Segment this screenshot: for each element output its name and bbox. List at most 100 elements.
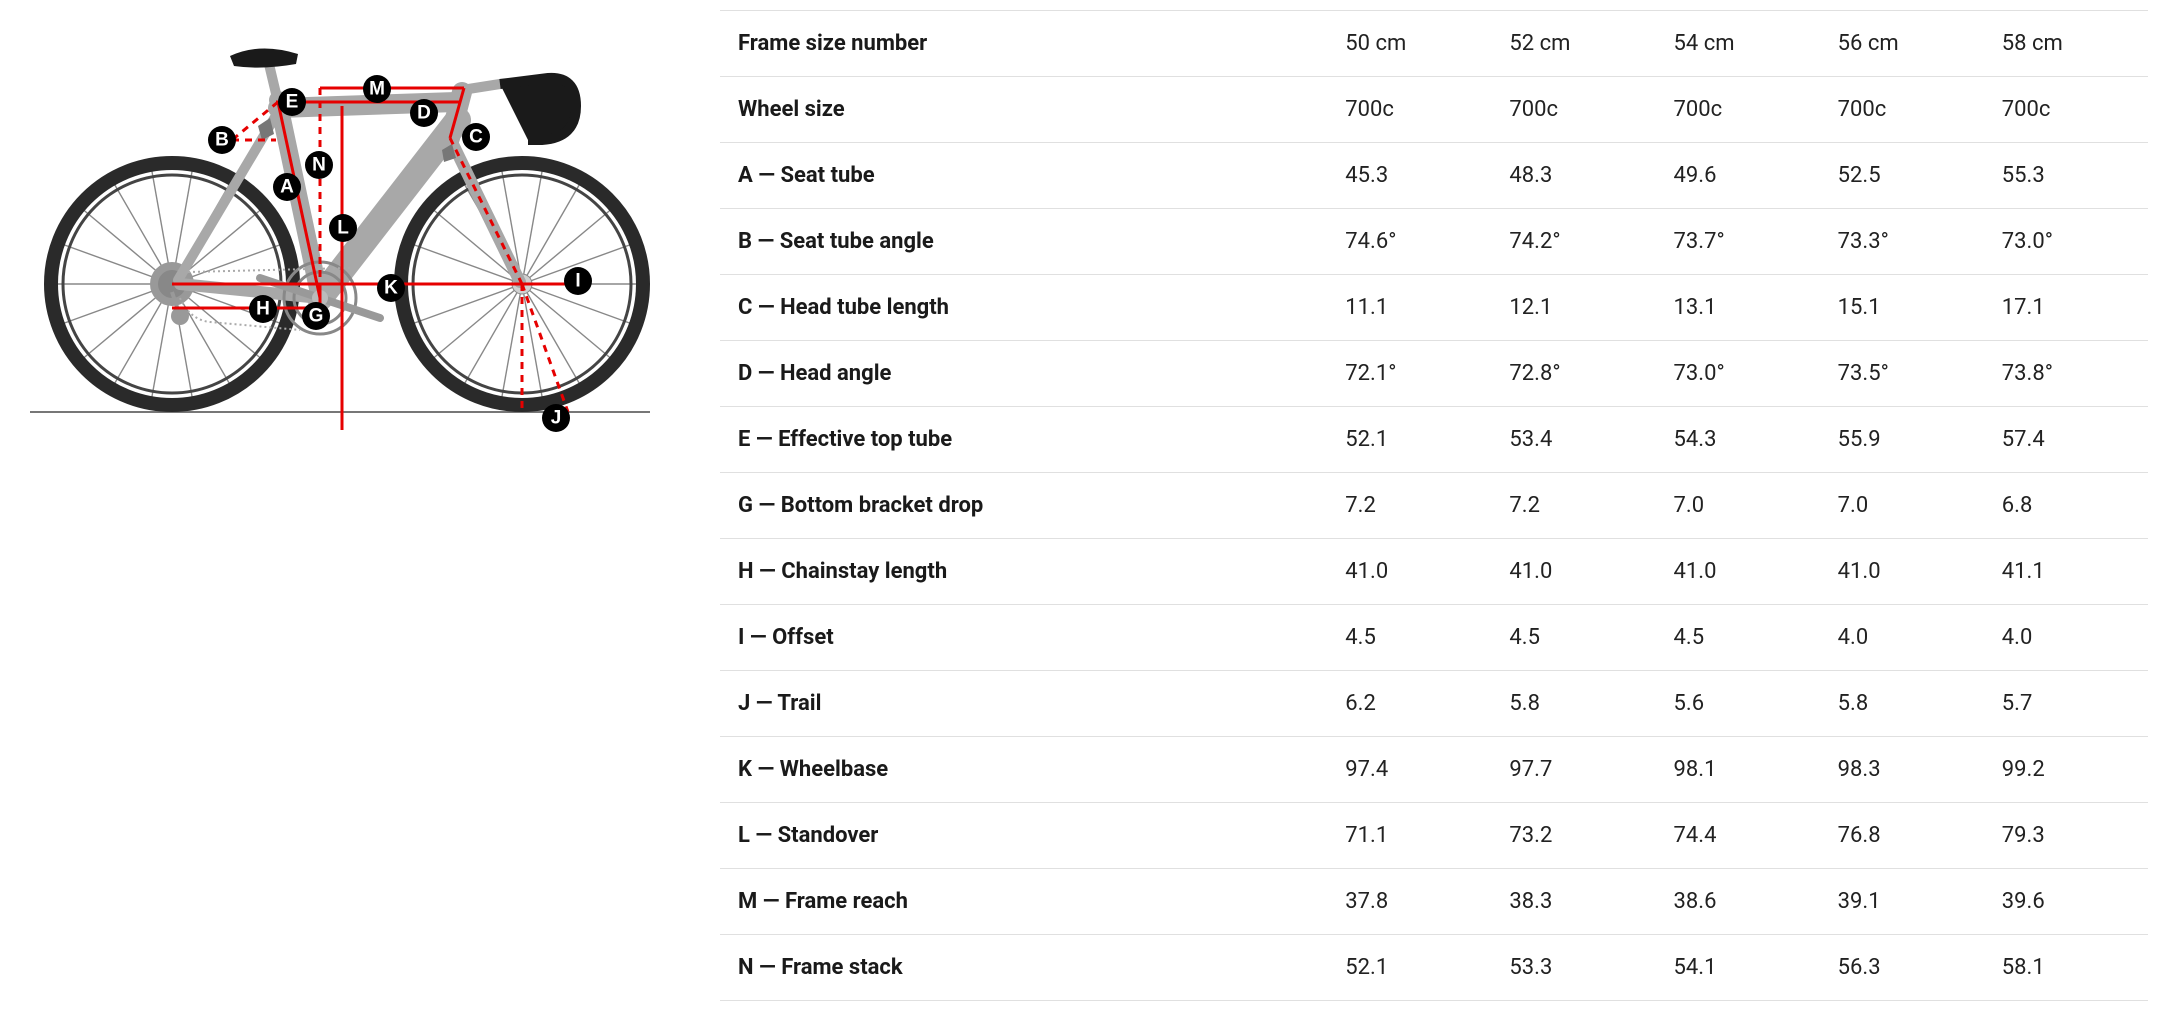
- table-row: B — Seat tube angle74.6°74.2°73.7°73.3°7…: [720, 209, 2148, 275]
- marker-C: C: [462, 123, 490, 151]
- col-header: 58 cm: [1984, 11, 2148, 77]
- cell: 5.6: [1656, 671, 1820, 737]
- row-label: L — Standover: [720, 803, 1327, 869]
- cell: 4.0: [1820, 605, 1984, 671]
- bike-diagram: ABCDEGHIJKLMN: [20, 10, 660, 440]
- cell: 41.0: [1656, 539, 1820, 605]
- marker-B: B: [208, 126, 236, 154]
- marker-H: H: [249, 295, 277, 323]
- cell: 38.6: [1656, 869, 1820, 935]
- cell: 52.5: [1820, 143, 1984, 209]
- cell: 99.2: [1984, 737, 2148, 803]
- cell: 41.1: [1984, 539, 2148, 605]
- cell: 73.8°: [1984, 341, 2148, 407]
- cell: 39.6: [1984, 869, 2148, 935]
- col-header: 54 cm: [1656, 11, 1820, 77]
- table-row: J — Trail6.25.85.65.85.7: [720, 671, 2148, 737]
- marker-M: M: [363, 75, 391, 103]
- svg-text:L: L: [337, 218, 349, 239]
- row-label: M — Frame reach: [720, 869, 1327, 935]
- cell: 74.2°: [1491, 209, 1655, 275]
- cell: 11.1: [1327, 275, 1491, 341]
- cell: 7.2: [1327, 473, 1491, 539]
- cell: 41.0: [1327, 539, 1491, 605]
- svg-text:N: N: [312, 155, 326, 176]
- marker-L: L: [329, 214, 357, 242]
- cell: 13.1: [1656, 275, 1820, 341]
- marker-A: A: [273, 173, 301, 201]
- cell: 74.4: [1656, 803, 1820, 869]
- row-label: D — Head angle: [720, 341, 1327, 407]
- table-row: D — Head angle72.1°72.8°73.0°73.5°73.8°: [720, 341, 2148, 407]
- marker-E: E: [278, 88, 306, 116]
- table-row: Wheel size700c700c700c700c700c: [720, 77, 2148, 143]
- cell: 5.8: [1491, 671, 1655, 737]
- cell: 7.2: [1491, 473, 1655, 539]
- svg-text:K: K: [384, 278, 398, 299]
- row-label: N — Frame stack: [720, 935, 1327, 1001]
- table-row: H — Chainstay length41.041.041.041.041.1: [720, 539, 2148, 605]
- svg-text:M: M: [369, 79, 385, 100]
- cell: 700c: [1820, 77, 1984, 143]
- cell: 56.3: [1820, 935, 1984, 1001]
- table-row: N — Frame stack52.153.354.156.358.1: [720, 935, 2148, 1001]
- cell: 48.3: [1491, 143, 1655, 209]
- geometry-layout: ABCDEGHIJKLMN Frame size number50 cm52 c…: [0, 0, 2168, 1011]
- cell: 98.1: [1656, 737, 1820, 803]
- marker-K: K: [377, 274, 405, 302]
- geometry-table-wrapper: Frame size number50 cm52 cm54 cm56 cm58 …: [720, 10, 2148, 1001]
- cell: 55.3: [1984, 143, 2148, 209]
- cell: 4.5: [1656, 605, 1820, 671]
- cell: 73.7°: [1656, 209, 1820, 275]
- cell: 37.8: [1327, 869, 1491, 935]
- table-row: I — Offset4.54.54.54.04.0: [720, 605, 2148, 671]
- cell: 700c: [1984, 77, 2148, 143]
- svg-text:C: C: [469, 127, 483, 148]
- cell: 700c: [1491, 77, 1655, 143]
- col-header: 52 cm: [1491, 11, 1655, 77]
- table-row: E — Effective top tube52.153.454.355.957…: [720, 407, 2148, 473]
- cell: 5.8: [1820, 671, 1984, 737]
- row-label: K — Wheelbase: [720, 737, 1327, 803]
- row-label: E — Effective top tube: [720, 407, 1327, 473]
- svg-text:D: D: [417, 103, 431, 124]
- cell: 73.5°: [1820, 341, 1984, 407]
- table-row: A — Seat tube45.348.349.652.555.3: [720, 143, 2148, 209]
- row-label: C — Head tube length: [720, 275, 1327, 341]
- cell: 15.1: [1820, 275, 1984, 341]
- cell: 41.0: [1491, 539, 1655, 605]
- cell: 97.7: [1491, 737, 1655, 803]
- cell: 54.1: [1656, 935, 1820, 1001]
- cell: 97.4: [1327, 737, 1491, 803]
- svg-text:A: A: [280, 177, 294, 198]
- cell: 7.0: [1656, 473, 1820, 539]
- row-label: J — Trail: [720, 671, 1327, 737]
- cell: 54.3: [1656, 407, 1820, 473]
- cell: 98.3: [1820, 737, 1984, 803]
- row-label: B — Seat tube angle: [720, 209, 1327, 275]
- svg-text:B: B: [215, 130, 229, 151]
- cell: 53.4: [1491, 407, 1655, 473]
- table-row: L — Standover71.173.274.476.879.3: [720, 803, 2148, 869]
- svg-text:H: H: [256, 299, 270, 320]
- cell: 73.3°: [1820, 209, 1984, 275]
- marker-N: N: [305, 151, 333, 179]
- marker-J: J: [542, 404, 570, 432]
- bike-geometry-svg: ABCDEGHIJKLMN: [20, 20, 660, 440]
- cell: 72.8°: [1491, 341, 1655, 407]
- table-row: M — Frame reach37.838.338.639.139.6: [720, 869, 2148, 935]
- cell: 53.3: [1491, 935, 1655, 1001]
- cell: 17.1: [1984, 275, 2148, 341]
- cell: 6.8: [1984, 473, 2148, 539]
- svg-text:E: E: [286, 92, 299, 113]
- row-label: G — Bottom bracket drop: [720, 473, 1327, 539]
- row-label: H — Chainstay length: [720, 539, 1327, 605]
- cell: 6.2: [1327, 671, 1491, 737]
- cell: 5.7: [1984, 671, 2148, 737]
- cell: 57.4: [1984, 407, 2148, 473]
- cell: 76.8: [1820, 803, 1984, 869]
- cell: 12.1: [1491, 275, 1655, 341]
- cell: 38.3: [1491, 869, 1655, 935]
- cell: 73.0°: [1656, 341, 1820, 407]
- cell: 700c: [1327, 77, 1491, 143]
